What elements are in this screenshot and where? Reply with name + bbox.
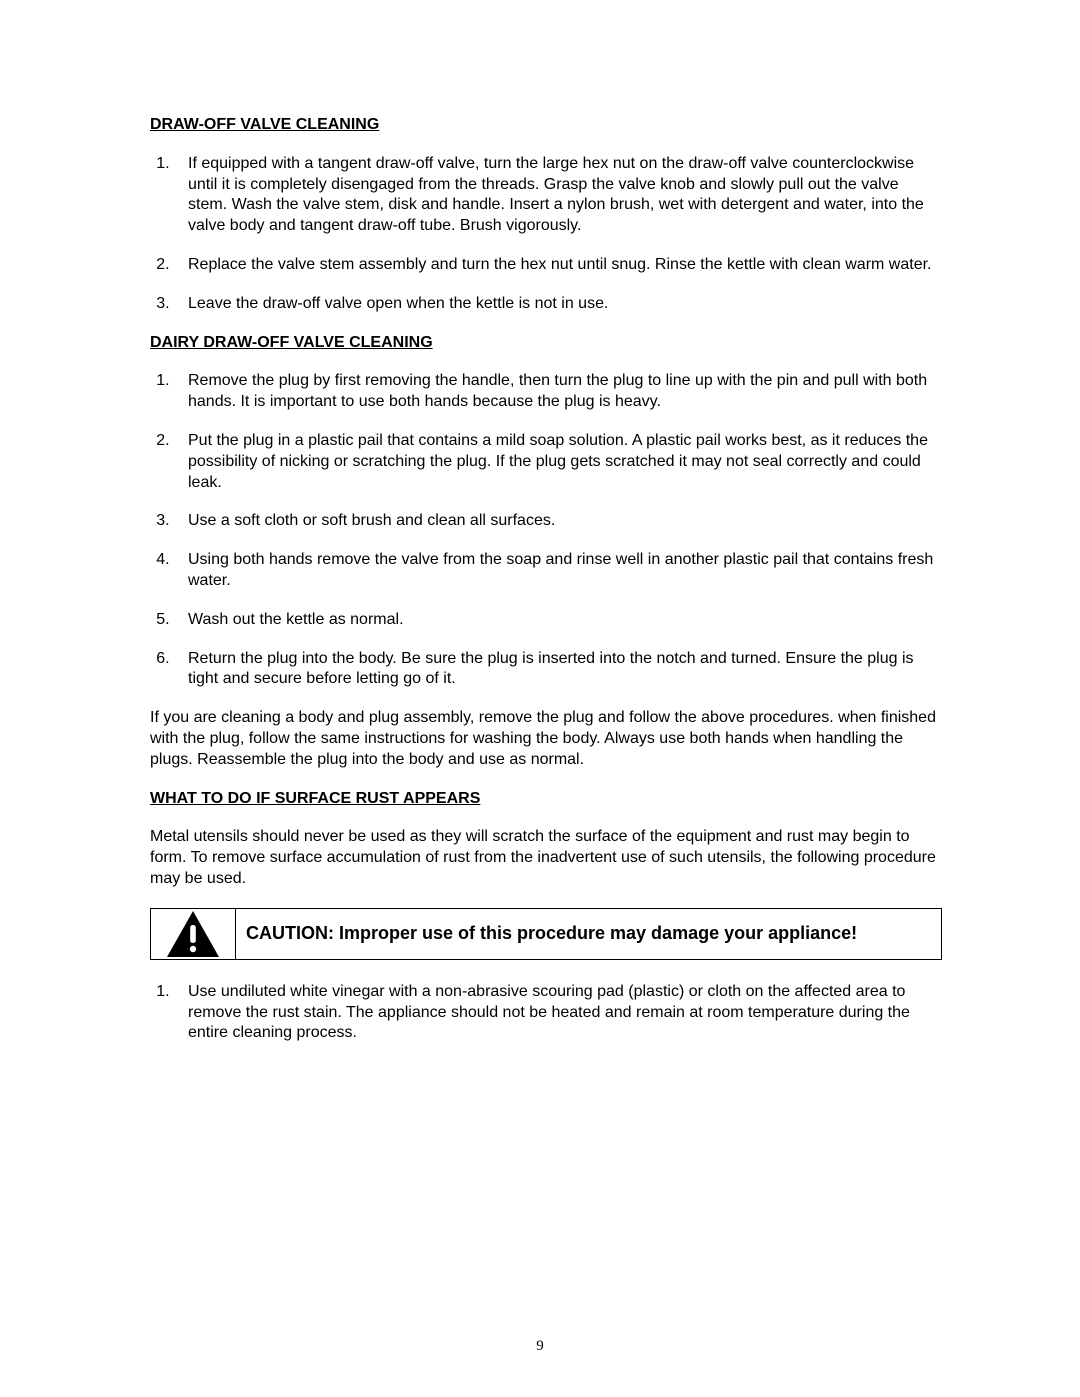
heading-dairy-draw-off: DAIRY DRAW-OFF VALVE CLEANING (150, 333, 942, 354)
caution-box: CAUTION: Improper use of this procedure … (150, 908, 942, 960)
list-item: Remove the plug by first removing the ha… (174, 371, 942, 413)
list-dairy-draw-off: Remove the plug by first removing the ha… (150, 371, 942, 690)
list-item: Using both hands remove the valve from t… (174, 550, 942, 592)
list-item: Leave the draw-off valve open when the k… (174, 294, 942, 315)
heading-draw-off-valve: DRAW-OFF VALVE CLEANING (150, 115, 942, 136)
list-item: Put the plug in a plastic pail that cont… (174, 431, 942, 493)
list-draw-off-valve: If equipped with a tangent draw-off valv… (150, 154, 942, 315)
list-item: Wash out the kettle as normal. (174, 610, 942, 631)
caution-text: CAUTION: Improper use of this procedure … (235, 909, 941, 959)
paragraph-rust-intro: Metal utensils should never be used as t… (150, 827, 942, 889)
list-item: Return the plug into the body. Be sure t… (174, 649, 942, 691)
list-item: Replace the valve stem assembly and turn… (174, 255, 942, 276)
list-item: Use a soft cloth or soft brush and clean… (174, 511, 942, 532)
document-page: DRAW-OFF VALVE CLEANING If equipped with… (0, 0, 1080, 1044)
warning-icon (151, 909, 235, 959)
heading-surface-rust: WHAT TO DO IF SURFACE RUST APPEARS (150, 789, 942, 810)
list-item: Use undiluted white vinegar with a non-a… (174, 982, 942, 1044)
list-surface-rust: Use undiluted white vinegar with a non-a… (150, 982, 942, 1044)
list-item: If equipped with a tangent draw-off valv… (174, 154, 942, 237)
paragraph-dairy-after: If you are cleaning a body and plug asse… (150, 708, 942, 770)
page-number: 9 (0, 1338, 1080, 1355)
